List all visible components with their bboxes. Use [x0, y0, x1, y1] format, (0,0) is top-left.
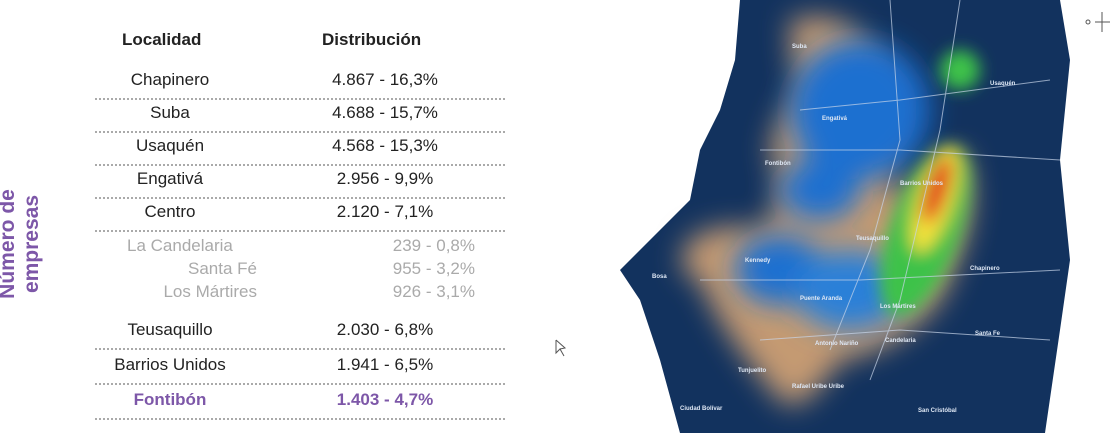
- map-label: Engativá: [822, 116, 848, 122]
- table-row: Centro 2.120 - 7,1%: [95, 202, 505, 232]
- distribution: 2.956 - 9,9%: [336, 169, 434, 188]
- locality: Usaquén: [135, 136, 205, 155]
- map-label: Teusaquillo: [856, 236, 889, 242]
- distribution: 955 - 3,2%: [392, 259, 475, 278]
- distribution: 4.568 - 15,3%: [332, 136, 438, 155]
- table-row: Fontibón 1.403 - 4,7%: [95, 390, 505, 420]
- distribution: 4.867 - 16,3%: [332, 70, 438, 89]
- table-row: Suba 4.688 - 15,7%: [95, 103, 505, 133]
- locality: Engativá: [136, 169, 204, 188]
- locality: Santa Fé: [188, 259, 257, 278]
- table-row: Barrios Unidos 1.941 - 6,5%: [95, 355, 505, 385]
- distribution: 2.030 - 6,8%: [336, 320, 434, 339]
- map-label: Los Mártires: [880, 304, 916, 310]
- distribution: 1.941 - 6,5%: [336, 355, 434, 374]
- distribution: 239 - 0,8%: [392, 236, 475, 255]
- map-label: Puente Aranda: [800, 296, 843, 302]
- map-label: Kennedy: [745, 258, 771, 264]
- locality: Teusaquillo: [127, 320, 213, 339]
- map-label: Barrios Unidos: [900, 181, 944, 187]
- cursor: [555, 339, 567, 357]
- distribution: 2.120 - 7,1%: [336, 202, 434, 221]
- locality: La Candelaria: [127, 236, 233, 255]
- locality: Barrios Unidos: [114, 355, 226, 374]
- table-row: Santa Fé 955 - 3,2%: [95, 259, 505, 287]
- locality: Suba: [150, 103, 190, 122]
- table-row: Chapinero 4.867 - 16,3%: [95, 70, 505, 100]
- map-label: Chapinero: [970, 266, 1000, 272]
- table-row: Los Mártires 926 - 3,1%: [95, 282, 505, 310]
- map-label: Antonio Nariño: [815, 341, 859, 347]
- map-label: Rafael Uribe Uribe: [792, 384, 845, 390]
- map-label: Ciudad Bolívar: [680, 406, 723, 412]
- locality: Los Mártires: [163, 282, 257, 301]
- locality: Chapinero: [130, 70, 210, 89]
- map-label: Bosa: [652, 274, 667, 280]
- distribution: 926 - 3,1%: [392, 282, 475, 301]
- locality: Fontibón: [133, 390, 207, 409]
- map-label: Tunjuelito: [738, 368, 767, 374]
- table-row: La Candelaria 239 - 0,8%: [95, 236, 505, 264]
- distribution: 4.688 - 15,7%: [332, 103, 438, 122]
- table-row: Teusaquillo 2.030 - 6,8%: [95, 320, 505, 350]
- compass: [1085, 12, 1110, 32]
- table-row: Engativá 2.956 - 9,9%: [95, 169, 505, 199]
- map-label: Santa Fe: [975, 331, 1001, 337]
- locality: Centro: [144, 202, 196, 221]
- map-label: Fontibón: [765, 161, 791, 167]
- map-label: San Cristóbal: [918, 408, 957, 414]
- header: Localidad: [122, 30, 202, 49]
- map-label: Candelaria: [885, 338, 916, 344]
- map-label: Suba: [792, 44, 807, 50]
- map-label: Usaquén: [990, 81, 1016, 87]
- table-row: Usaquén 4.568 - 15,3%: [95, 136, 505, 166]
- distribution: 1.403 - 4,7%: [336, 390, 434, 409]
- header: Distribución: [322, 30, 422, 49]
